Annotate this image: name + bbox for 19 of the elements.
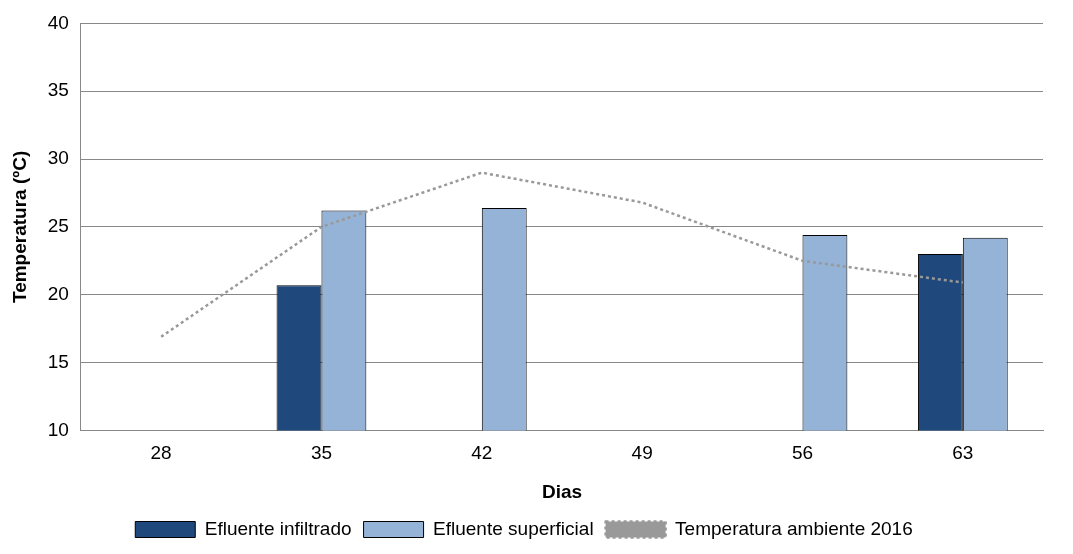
legend-label: Efluente infiltrado — [204, 517, 352, 539]
y-tick-label: 35 — [47, 79, 69, 101]
y-tick-label: 40 — [47, 11, 69, 33]
y-tick-label: 25 — [47, 215, 69, 237]
y-axis-title: Temperatura (ºC) — [8, 150, 30, 304]
x-tick-label: 49 — [631, 442, 653, 464]
line-series — [159, 171, 965, 339]
legend-label: Temperatura ambiente 2016 — [675, 517, 913, 539]
legend-label: Efluente superficial — [433, 517, 594, 539]
x-tick-label: 56 — [791, 442, 814, 464]
y-tick-label: 15 — [47, 350, 69, 372]
x-tick-label: 35 — [310, 442, 333, 464]
y-tick-label: 30 — [47, 147, 69, 169]
x-tick-label: 63 — [952, 442, 974, 464]
x-axis-title: Dias — [541, 480, 583, 502]
x-tick-label: 28 — [150, 442, 172, 464]
y-tick-label: 20 — [47, 282, 69, 304]
y-tick-label: 10 — [47, 418, 69, 440]
x-tick-label: 42 — [471, 442, 493, 464]
